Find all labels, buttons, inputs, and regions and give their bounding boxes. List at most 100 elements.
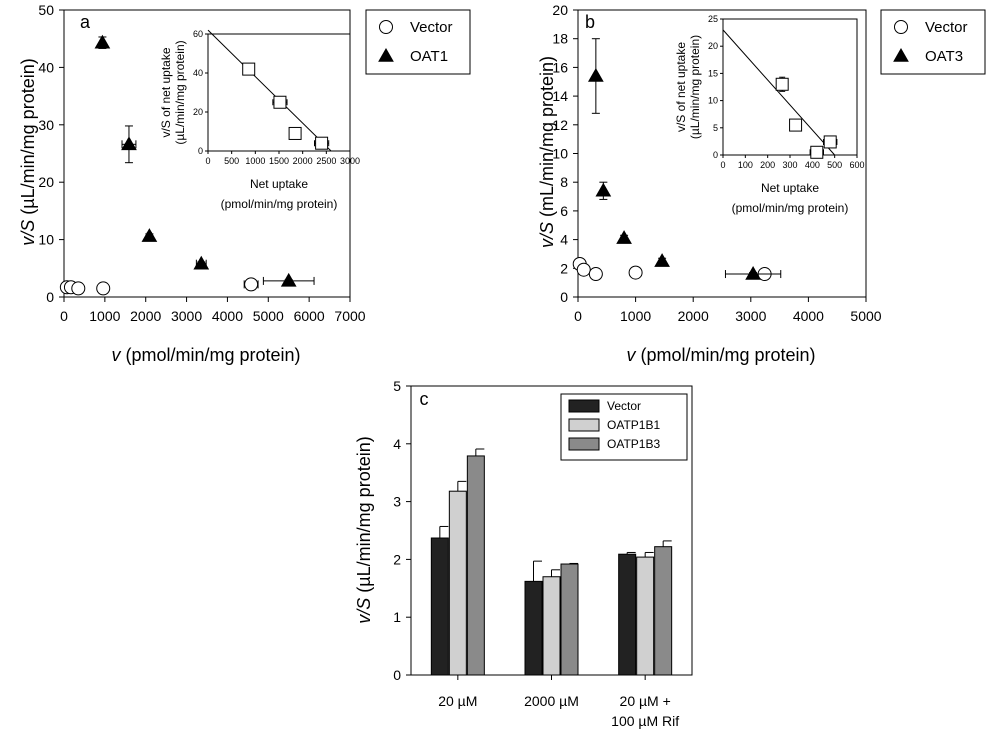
- panel-a-ytick-label: 20: [38, 174, 54, 190]
- panel-a-legend: Vector OAT1: [365, 9, 471, 75]
- panel-c-bar-2-0: [466, 455, 485, 676]
- panel-b-inset-xtick-label: 300: [782, 160, 797, 170]
- panel-c-category-label: 100 µM Rif: [611, 713, 679, 729]
- panel-c-bar-1-2: [636, 556, 655, 676]
- panel-c-legend-label-2: OATP1B3: [607, 437, 660, 451]
- panel-c-ytick-label: 4: [393, 436, 401, 452]
- panel-b-inset-point-3: [823, 135, 837, 149]
- panel-b-x-axis-title-italic: v: [626, 345, 636, 365]
- panel-c-bar-2-2: [654, 546, 673, 676]
- panel-c-y-axis-title: v/S (µL/min/mg protein): [354, 436, 374, 623]
- panel-c-legend-swatch-1: [568, 418, 600, 432]
- panel-c-letter: c: [420, 389, 429, 409]
- panel-b-inset-point-1: [789, 118, 803, 132]
- panel-c-bar-0-2: [618, 553, 637, 676]
- panel-c-category-label: 2000 µM: [524, 693, 579, 709]
- panel-a-inset-y-units: (µL/min/mg protein): [173, 40, 187, 144]
- panel-b-series-0-point-3: [628, 265, 643, 280]
- panel-a-ytick-label: 50: [38, 2, 54, 18]
- panel-b-series-1-point-1: [595, 182, 612, 197]
- panel-b-y-axis-title-italic: v/S: [537, 222, 557, 248]
- panel-a-y-axis-title: v/S (µL/min/mg protein): [18, 58, 38, 245]
- panel-a-inset-point-2: [288, 126, 302, 140]
- panel-a-inset-point-0: [242, 62, 256, 76]
- panel-a-xtick-label: 2000: [130, 308, 161, 324]
- panel-c-legend-swatch-2: [568, 437, 600, 451]
- panel-b-ytick-label: 12: [552, 117, 568, 133]
- panel-c-category-label: 20 µM: [438, 693, 477, 709]
- panel-a-legend-label-0: Vector: [410, 19, 453, 36]
- panel-c-legend-label-0: Vector: [607, 399, 641, 413]
- panel-a-legend-marker-1: [378, 47, 394, 62]
- panel-b-inset-x-title: Net uptake: [761, 181, 819, 195]
- panel-a-inset-ytick-label: 40: [193, 68, 203, 78]
- panel-b-inset-regression-line: [722, 29, 836, 156]
- panel-b-ytick-label: 0: [560, 289, 568, 305]
- panel-b-series-1-point-3: [654, 253, 670, 267]
- panel-b-series-1-point-2: [616, 230, 632, 244]
- panel-a-xtick-label: 7000: [334, 308, 365, 324]
- panel-a-legend-label-1: OAT1: [410, 48, 448, 65]
- panel-c-legend-label-1: OATP1B1: [607, 418, 660, 432]
- panel-a-inset-xtick-label: 1500: [269, 156, 289, 166]
- panel-b-y-axis-title: v/S (mL/min/mg protein): [537, 56, 557, 248]
- panel-b-xtick-label: 4000: [793, 308, 824, 324]
- panel-a-inset-x-title: Net uptake: [250, 177, 308, 191]
- panel-b-xtick-label: 0: [574, 308, 582, 324]
- panel-a-inset-regression-line: [207, 29, 332, 152]
- panel-c-ytick-label: 3: [393, 494, 401, 510]
- panel-b-legend-marker-0: [894, 20, 908, 34]
- panel-a-ytick-label: 40: [38, 59, 54, 75]
- panel-b-inset-xtick-label: 400: [805, 160, 820, 170]
- panel-c-bar-2-1: [560, 563, 579, 676]
- panel-b-inset-frame: [722, 18, 858, 156]
- panel-b-inset-point-0: [775, 77, 789, 91]
- panel-b-ytick-label: 2: [560, 260, 568, 276]
- panel-a-xtick-label: 1000: [89, 308, 120, 324]
- panel-b-legend-label-0: Vector: [925, 19, 968, 36]
- panel-b-ytick-label: 20: [552, 2, 568, 18]
- panel-a: 0 1000 2000 3000 4000 5000 6000 700001020304050…: [18, 2, 471, 365]
- panel-b-series-1-point-4: [745, 266, 761, 280]
- panel-a-xtick-label: 6000: [294, 308, 325, 324]
- panel-a-plot-frame: [63, 9, 351, 298]
- panel-c-ytick-label: 2: [393, 551, 401, 567]
- panel-b-inset-ytick-label: 5: [713, 123, 718, 133]
- panel-a-inset-xtick-label: 3000: [340, 156, 360, 166]
- panel-b-inset: 0 100 200 300 400 500 600 0 5 10 15 20 25 v/S of net …: [674, 14, 865, 215]
- panel-a-series-1-point-0: [94, 34, 111, 49]
- panel-a-x-axis-title-rest: (pmol/min/mg protein): [120, 345, 300, 365]
- panel-b-letter: b: [585, 12, 595, 32]
- panel-b-ytick-label: 10: [552, 146, 568, 162]
- panel-a-ytick-label: 0: [46, 289, 54, 305]
- panel-a-series-1-point-2: [141, 228, 158, 242]
- panel-b-ytick-label: 16: [552, 59, 568, 75]
- panel-c-bar-0-1: [524, 580, 543, 676]
- panel-b-inset-ytick-label: 25: [708, 14, 718, 24]
- panel-a-series-0-point-2: [71, 281, 86, 296]
- panel-b-ytick-label: 8: [560, 174, 568, 190]
- panel-a-inset-point-3: [315, 136, 329, 150]
- panel-a-inset: 0 500 1000 1500 2000 2500 3000 0 20 40 60 v/S of ne…: [159, 29, 360, 211]
- panel-b-xtick-label: 5000: [850, 308, 881, 324]
- panel-a-inset-xtick-label: 1000: [245, 156, 265, 166]
- panel-a-letter: a: [80, 12, 91, 32]
- panel-c-y-axis-title-rest: (µL/min/mg protein): [354, 436, 374, 597]
- panel-a-x-axis-title-italic: v: [111, 345, 121, 365]
- panel-a-inset-xtick-label: 2000: [293, 156, 313, 166]
- panel-b-xtick-label: 2000: [678, 308, 709, 324]
- panel-c-ytick-label: 0: [393, 667, 401, 683]
- panel-a-xtick-label: 4000: [212, 308, 243, 324]
- panel-a-xtick-label: 5000: [253, 308, 284, 324]
- panel-b-inset-xtick-label: 600: [849, 160, 864, 170]
- panel-a-ytick-label: 30: [38, 117, 54, 133]
- panel-b-x-axis-title-rest: (pmol/min/mg protein): [635, 345, 815, 365]
- panel-a-series-0-point-4: [244, 277, 259, 292]
- panel-b-inset-xtick-label: 0: [720, 160, 725, 170]
- panel-a-xtick-label: 3000: [171, 308, 202, 324]
- panel-b-inset-xtick-label: 500: [827, 160, 842, 170]
- panel-b-inset-y-units: (µL/min/mg protein): [688, 35, 702, 139]
- panel-b-series-1-point-0: [587, 68, 604, 82]
- panel-b-series-0-point-1: [576, 262, 591, 277]
